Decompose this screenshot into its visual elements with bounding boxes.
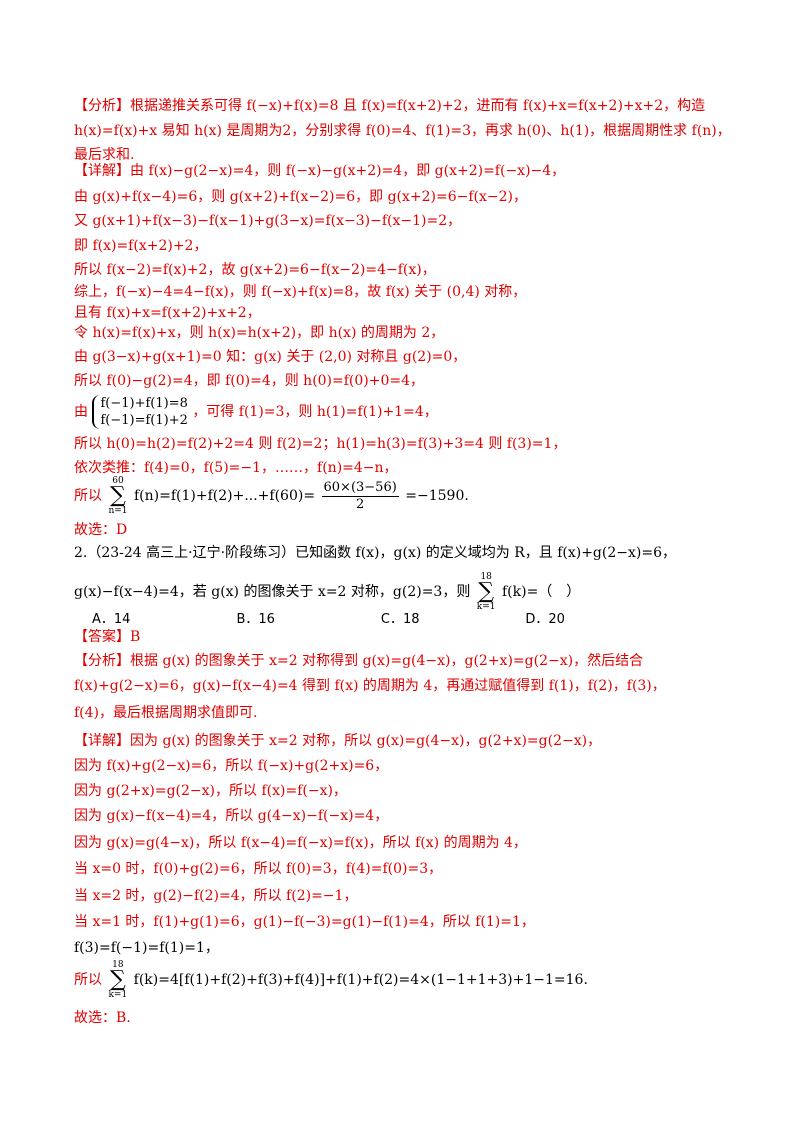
analysis-line-3: 最后求和. (74, 147, 135, 163)
sum-result: =−1590. (405, 488, 469, 504)
q2-detail-line-5: 因为 g(x)=g(4−x)，所以 f(x−4)=f(−x)=f(x)，所以 f… (74, 835, 527, 851)
sum-upper-q2-detail: 18 (112, 960, 124, 970)
summation-sign: 60 ∑ n=1 (108, 476, 127, 516)
system-eq-2: f(−1)=f(1)+2 (100, 413, 188, 428)
detail-line-9: 由 g(3−x)+g(x+1)=0 知：g(x) 关于 (2,0) 对称且 g(… (74, 349, 467, 365)
question-2-line-2: g(x)−f(x−4)=4，若 g(x) 的图像关于 x=2 对称，g(2)=3… (74, 572, 740, 612)
system-eq-1: f(−1)+f(1)=8 (100, 396, 188, 411)
answer-line: 【答案】B (74, 629, 141, 645)
question-2-line-2-lead: g(x)−f(x−4)=4，若 g(x) 的图像关于 x=2 对称，g(2)=3… (74, 584, 471, 600)
fraction-denominator: 2 (356, 496, 365, 512)
sum-expression: f(n)=f(1)+f(2)+...+f(60)= (133, 488, 316, 504)
question-2-line-2-tail: f(k)=（ ） (501, 584, 581, 600)
detail-line-11-lead: 由 (74, 404, 88, 420)
sum-lead: 所以 (74, 488, 102, 504)
q2-detail-line-1: 【详解】因为 g(x) 的图象关于 x=2 对称，所以 g(x)=g(4−x)，… (74, 733, 602, 749)
sum-lower: n=1 (108, 506, 128, 516)
sigma-icon: ∑ (110, 483, 126, 508)
detail-line-5: 所以 f(x−2)=f(x)+2，故 g(x+2)=6−f(x−2)=4−f(x… (74, 262, 436, 278)
q2-detail-line-4: 因为 g(x)−f(x−4)=4，所以 g(4−x)−f(−x)=4， (74, 808, 389, 824)
detail-line-6: 综上，f(−x)−4=4−f(x)，则 f(−x)+f(x)=8，故 f(x) … (74, 284, 527, 300)
fraction-numerator: 60×(3−56) (321, 479, 399, 497)
sigma-icon: ∑ (109, 967, 126, 992)
q2-sum-expression: f(k)=4[f(1)+f(2)+f(3)+f(4)]+f(1)+f(2)=4×… (133, 972, 588, 988)
sum-lower-q2: k=1 (476, 602, 496, 612)
detail-line-11: 由 f(−1)+f(1)=8 f(−1)=f(1)+2 ，可得 f(1)=3，则… (74, 392, 740, 432)
detail-line-11-tail: ，可得 f(1)=3，则 h(1)=f(1)+1=4， (192, 404, 438, 420)
equation-system: f(−1)+f(1)=8 f(−1)=f(1)+2 (92, 395, 188, 429)
question-2-line-1: 2.（23-24 高三上·辽宁·阶段练习）已知函数 f(x)，g(x) 的定义域… (74, 545, 676, 561)
sum-upper-q2: 18 (480, 572, 492, 582)
summation-sign-q2: 18 ∑ k=1 (477, 572, 496, 612)
q2-detail-line-3: 因为 g(2+x)=g(2−x)，所以 f(x)=f(−x)， (74, 783, 347, 799)
sum-upper: 60 (112, 476, 124, 486)
q2-detail-line-8: 当 x=1 时，f(1)+g(1)=6，g(1)−f(−3)=g(1)−f(1)… (74, 914, 535, 930)
q2-sum-lead: 所以 (74, 972, 102, 988)
detail-line-2: 由 g(x)+f(x−4)=6，则 g(x+2)+f(x−2)=6，即 g(x+… (74, 189, 527, 205)
detail-line-4: 即 f(x)=f(x+2)+2， (74, 238, 208, 254)
option-b[interactable]: B．16 (236, 612, 275, 627)
option-c[interactable]: C．18 (380, 612, 420, 627)
option-a[interactable]: A．14 (92, 612, 131, 627)
detail-line-10: 所以 f(0)−g(2)=4，即 f(0)=4，则 h(0)=f(0)+0=4， (74, 373, 425, 389)
q2-analysis-line-3: f(4)，最后根据周期求值即可. (74, 705, 258, 721)
detail-line-3: 又 g(x+1)+f(x−3)−f(x−1)+g(3−x)=f(x−3)−f(x… (74, 213, 462, 229)
options-row: A．14 B．16 C．18 D．20 (92, 609, 740, 630)
detail-line-12: 所以 h(0)=h(2)=f(2)+2=4 则 f(2)=2；h(1)=h(3)… (74, 436, 567, 452)
q2-detail-line-6: 当 x=0 时，f(0)+g(2)=6，所以 f(0)=3，f(4)=f(0)=… (74, 861, 443, 877)
choice-line-1: 故选：D (74, 522, 128, 538)
option-d[interactable]: D．20 (525, 612, 565, 627)
summation-sign-q2-detail: 18 ∑ k=1 (108, 960, 127, 1000)
fraction: 60×(3−56) 2 (321, 479, 399, 513)
q2-analysis-line-2: f(x)+g(2−x)=6，g(x)−f(x−4)=4 得到 f(x) 的周期为… (74, 678, 666, 694)
q2-choice-line: 故选：B. (74, 1010, 131, 1026)
detail-line-7: 且有 f(x)+x=f(x+2)+x+2， (74, 305, 261, 321)
analysis-line-2: h(x)=f(x)+x 易知 h(x) 是周期为2，分别求得 f(0)=4、f(… (74, 123, 731, 139)
q2-detail-line-9: f(3)=f(−1)=f(1)=1， (74, 940, 219, 956)
sigma-icon: ∑ (478, 579, 495, 604)
q2-detail-line-10: 所以 18 ∑ k=1 f(k)=4[f(1)+f(2)+f(3)+f(4)]+… (74, 960, 740, 1000)
detail-line-14: 所以 60 ∑ n=1 f(n)=f(1)+f(2)+...+f(60)= 60… (74, 476, 740, 516)
detail-line-8: 令 h(x)=f(x)+x，则 h(x)=h(x+2)，即 h(x) 的周期为 … (74, 325, 445, 341)
q2-analysis-line-1: 【分析】根据 g(x) 的图象关于 x=2 对称得到 g(x)=g(4−x)，g… (74, 653, 644, 669)
sum-lower-q2-detail: k=1 (108, 990, 128, 1000)
analysis-line-1: 【分析】根据递推关系可得 f(−x)+f(x)=8 且 f(x)=f(x+2)+… (74, 98, 706, 114)
detail-line-1: 【详解】由 f(x)−g(2−x)=4，则 f(−x)−g(x+2)=4，即 g… (74, 163, 566, 179)
detail-line-13: 依次类推：f(4)=0，f(5)=−1，……，f(n)=4−n， (74, 460, 398, 476)
q2-detail-line-7: 当 x=2 时，g(2)−f(2)=4，所以 f(2)=−1， (74, 888, 358, 904)
q2-detail-line-2: 因为 f(x)+g(2−x)=6，所以 f(−x)+g(2+x)=6， (74, 758, 389, 774)
